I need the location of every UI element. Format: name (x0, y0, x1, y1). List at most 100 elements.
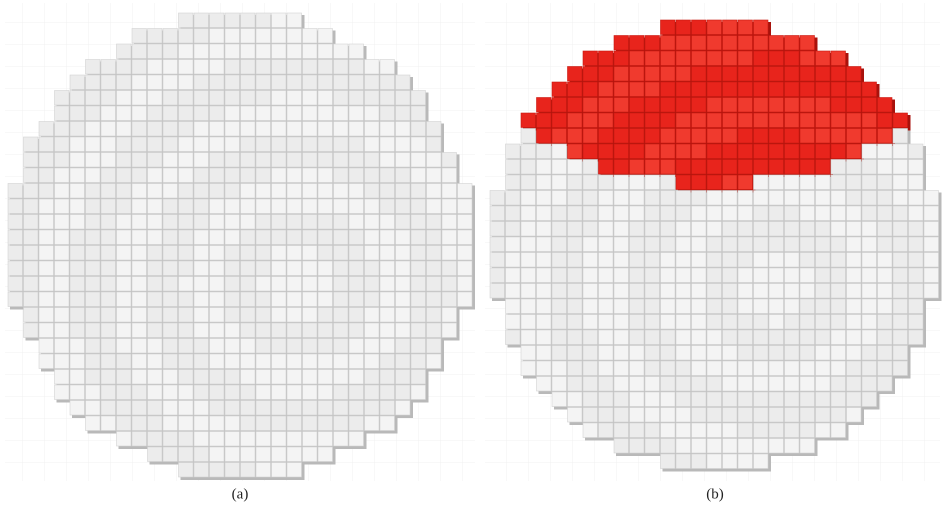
voxel (241, 137, 256, 152)
voxel (411, 354, 426, 369)
red-voxel (785, 113, 800, 128)
red-voxel (521, 113, 536, 128)
voxel (179, 416, 194, 431)
voxel (785, 439, 800, 454)
voxel (70, 184, 85, 199)
voxel (831, 237, 846, 252)
voxel (39, 354, 54, 369)
voxel (86, 75, 101, 90)
voxel (411, 292, 426, 307)
red-voxel (769, 144, 784, 159)
voxel (785, 222, 800, 237)
voxel (272, 370, 287, 385)
voxel (568, 392, 583, 407)
voxel (878, 346, 893, 361)
voxel (521, 222, 536, 237)
voxel (396, 153, 411, 168)
voxel (769, 206, 784, 221)
voxel (583, 268, 598, 283)
voxel (862, 361, 877, 376)
voxel (287, 44, 302, 59)
voxel (272, 215, 287, 230)
red-voxel (723, 175, 738, 190)
voxel (148, 122, 163, 137)
voxel (676, 191, 691, 206)
voxel (427, 308, 442, 323)
voxel (349, 370, 364, 385)
voxel (599, 346, 614, 361)
red-voxel (630, 67, 645, 82)
voxel (831, 175, 846, 190)
voxel (692, 423, 707, 438)
voxel (754, 284, 769, 299)
voxel (676, 392, 691, 407)
voxel (210, 339, 225, 354)
voxel (117, 370, 132, 385)
voxel (878, 377, 893, 392)
voxel (785, 361, 800, 376)
voxel (256, 447, 271, 462)
voxel (537, 191, 552, 206)
voxel (754, 175, 769, 190)
voxel (411, 261, 426, 276)
voxel (847, 253, 862, 268)
red-voxel (847, 98, 862, 113)
voxel (862, 299, 877, 314)
red-voxel (769, 51, 784, 66)
voxel (148, 246, 163, 261)
red-voxel (707, 160, 722, 175)
red-voxel (630, 98, 645, 113)
voxel (816, 191, 831, 206)
voxel (86, 292, 101, 307)
voxel (179, 153, 194, 168)
voxel (723, 268, 738, 283)
voxel (552, 160, 567, 175)
voxel (552, 191, 567, 206)
voxel (583, 237, 598, 252)
voxel (785, 377, 800, 392)
voxel (55, 246, 70, 261)
red-voxel (599, 51, 614, 66)
voxel (225, 184, 240, 199)
voxel (132, 385, 147, 400)
voxel (862, 191, 877, 206)
voxel (614, 439, 629, 454)
red-voxel (537, 98, 552, 113)
voxel (909, 206, 924, 221)
voxel (692, 222, 707, 237)
voxel (599, 408, 614, 423)
red-voxel (645, 144, 660, 159)
voxel (365, 416, 380, 431)
red-voxel (707, 36, 722, 51)
voxel (800, 222, 815, 237)
voxel (349, 339, 364, 354)
voxel (163, 230, 178, 245)
red-voxel (754, 51, 769, 66)
voxel (661, 253, 676, 268)
voxel (272, 385, 287, 400)
voxel (614, 377, 629, 392)
voxel (256, 13, 271, 28)
voxel (55, 339, 70, 354)
voxel (723, 253, 738, 268)
voxel (39, 246, 54, 261)
voxel (70, 168, 85, 183)
voxel (645, 299, 660, 314)
voxel (318, 137, 333, 152)
voxel (132, 199, 147, 214)
voxel (318, 292, 333, 307)
voxel (225, 29, 240, 44)
red-voxel (800, 51, 815, 66)
voxel (800, 284, 815, 299)
voxel (411, 199, 426, 214)
voxel (179, 29, 194, 44)
voxel (862, 206, 877, 221)
voxel (396, 385, 411, 400)
voxel (537, 299, 552, 314)
voxel (148, 75, 163, 90)
voxel (117, 106, 132, 121)
voxel (380, 339, 395, 354)
voxel (893, 361, 908, 376)
voxel (537, 160, 552, 175)
voxel (39, 168, 54, 183)
